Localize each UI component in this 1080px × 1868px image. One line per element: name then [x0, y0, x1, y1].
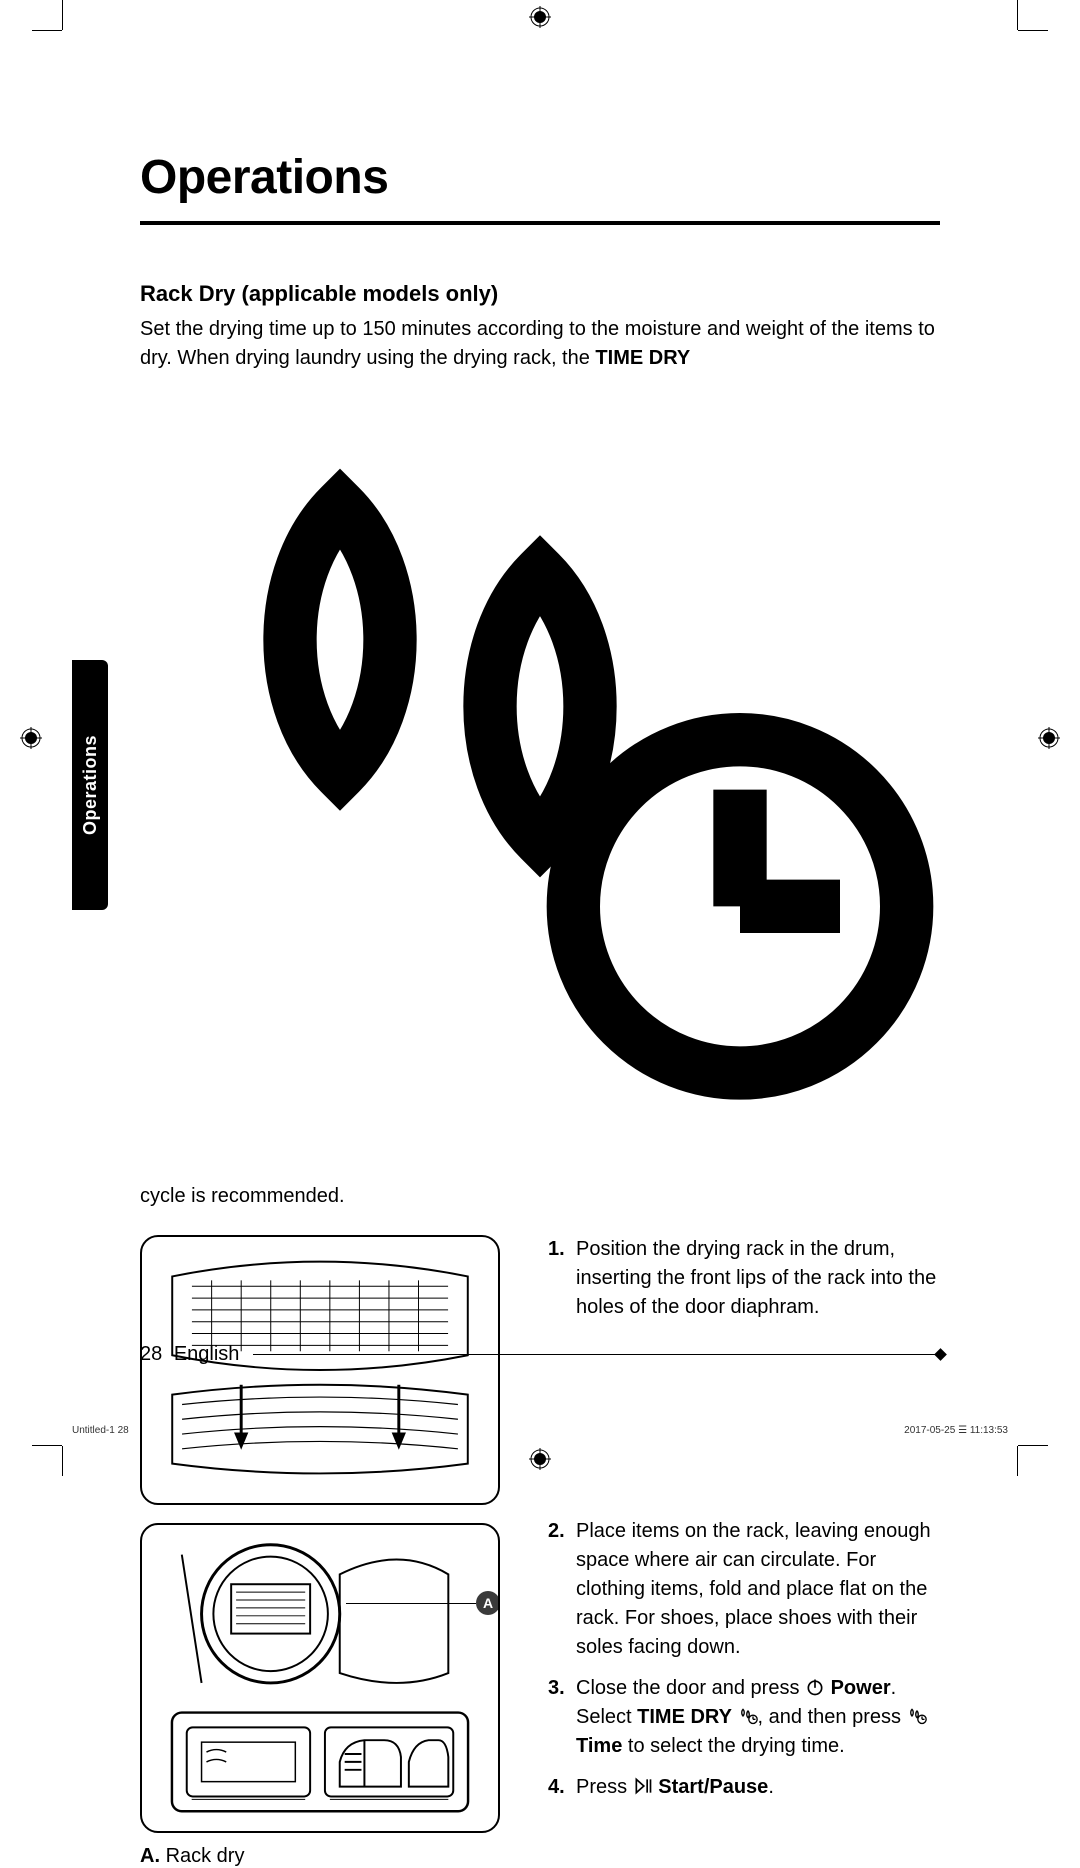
- intro-paragraph: Set the drying time up to 150 minutes ac…: [140, 315, 940, 1211]
- step-1: Position the drying rack in the drum, in…: [548, 1235, 940, 1505]
- page-title: Operations: [140, 150, 940, 205]
- intro-text: Set the drying time up to 150 minutes ac…: [140, 318, 935, 369]
- print-meta-right: 2017-05-25 ☰ 11:13:53: [904, 1425, 1008, 1436]
- steps-list: Position the drying rack in the drum, in…: [548, 1235, 940, 1802]
- page-language: English: [174, 1343, 240, 1365]
- start-pause-icon: [633, 1776, 653, 1796]
- time-dry-icon: [738, 1706, 758, 1726]
- registration-mark-icon: [1038, 727, 1060, 749]
- steps-column: Position the drying rack in the drum, in…: [548, 1235, 940, 1814]
- intro-text: cycle is recommended.: [140, 1185, 345, 1207]
- step-text: Press: [576, 1776, 633, 1798]
- crop-mark: [1017, 1446, 1018, 1476]
- start-pause-label: Start/Pause: [658, 1776, 768, 1798]
- time-dry-icon: [140, 373, 940, 1173]
- power-icon: [805, 1677, 825, 1697]
- figures-column: A: [140, 1235, 500, 1868]
- step-text: to select the drying time.: [622, 1735, 844, 1757]
- figure-rack-items: A: [140, 1523, 500, 1833]
- step-text: Position the drying rack in the drum, in…: [576, 1238, 936, 1318]
- time-label: Time: [576, 1735, 622, 1757]
- crop-mark: [1018, 1445, 1048, 1446]
- step-text: .: [768, 1776, 774, 1798]
- crop-mark: [32, 1445, 62, 1446]
- two-column-layout: A: [140, 1235, 940, 1868]
- figure-caption-text: Rack dry: [166, 1845, 245, 1867]
- step-text: Place items on the rack, leaving enough …: [576, 1520, 931, 1658]
- crop-mark: [62, 0, 63, 30]
- page-content: Operations Rack Dry (applicable models o…: [140, 150, 940, 1868]
- crop-mark: [1018, 30, 1048, 31]
- print-meta-left: Untitled-1 28: [72, 1425, 129, 1436]
- step-4: Press Start/Pause.: [548, 1773, 940, 1802]
- time-dry-label: TIME DRY: [637, 1706, 732, 1728]
- crop-mark: [1017, 0, 1018, 30]
- step-text: , and then press: [758, 1706, 907, 1728]
- step-text: Close the door and press: [576, 1677, 805, 1699]
- figure-caption: A. Rack dry: [140, 1845, 500, 1868]
- section-tab: Operations: [72, 660, 108, 910]
- intro-time-dry: TIME DRY: [595, 347, 690, 369]
- registration-mark-icon: [20, 727, 42, 749]
- page-footer: 28 English: [140, 1343, 940, 1366]
- figure-rack-insert: [140, 1235, 500, 1505]
- section-tab-label: Operations: [80, 735, 101, 835]
- manual-page: Operations Operations Rack Dry (applicab…: [0, 0, 1080, 1476]
- page-number: 28: [140, 1343, 162, 1365]
- crop-mark: [32, 30, 62, 31]
- registration-mark-icon: [529, 6, 551, 28]
- step-3: Close the door and press Power. Select T…: [548, 1674, 940, 1761]
- page-number-block: 28 English: [140, 1343, 239, 1366]
- footer-rule: [253, 1354, 940, 1355]
- figure-rack-insert-illustration: [142, 1237, 498, 1503]
- crop-mark: [62, 1446, 63, 1476]
- time-dry-icon: [907, 1706, 927, 1726]
- callout-badge: A: [476, 1591, 500, 1615]
- callout-line: [346, 1603, 476, 1604]
- figure-caption-label: A.: [140, 1845, 160, 1867]
- title-rule: [140, 221, 940, 225]
- power-label: Power: [831, 1677, 891, 1699]
- step-2: Place items on the rack, leaving enough …: [548, 1517, 940, 1662]
- figure-rack-items-illustration: [142, 1525, 498, 1831]
- section-heading: Rack Dry (applicable models only): [140, 281, 940, 307]
